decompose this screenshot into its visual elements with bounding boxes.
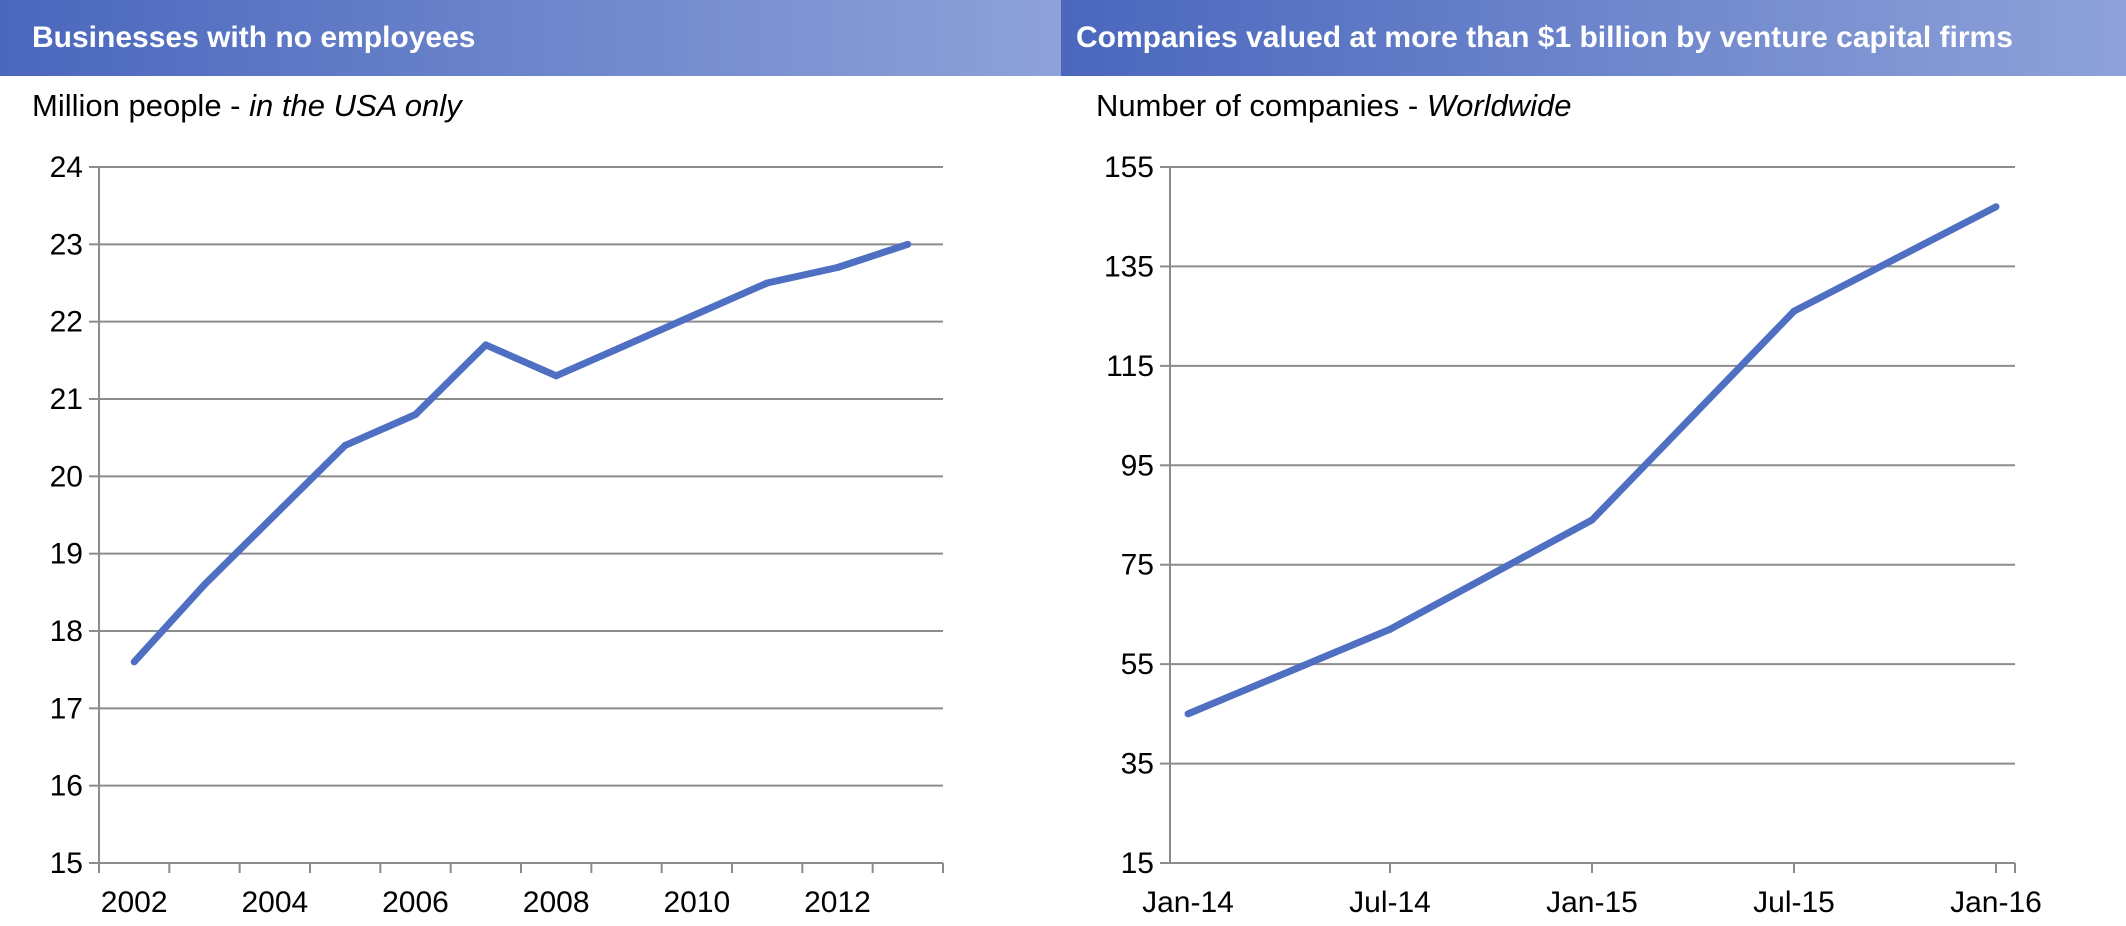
y-tick-label: 19 — [50, 538, 83, 571]
x-tick-label: 2010 — [663, 886, 730, 919]
y-tick-label: 20 — [50, 460, 83, 493]
data-point — [1386, 625, 1394, 633]
subtitle-main: Number of companies — [1096, 88, 1400, 123]
y-tick-label: 21 — [50, 383, 83, 416]
subtitle-main: Million people — [32, 88, 222, 123]
chart-title-bar: Companies valued at more than $1 billion… — [1061, 0, 2126, 76]
series-line — [131, 240, 909, 665]
data-point — [412, 410, 419, 418]
subtitle-emphasis: Worldwide — [1426, 88, 1572, 123]
x-tick-label: Jul-15 — [1753, 886, 1835, 919]
y-tick-label: 15 — [1121, 847, 1154, 880]
data-point — [130, 658, 138, 666]
y-tick-label: 23 — [50, 228, 83, 261]
y-tick-label: 17 — [50, 692, 83, 725]
data-point — [1588, 516, 1596, 524]
y-tick-label: 155 — [1104, 151, 1154, 184]
y-tick-label: 55 — [1121, 648, 1154, 681]
x-tick-label: Jan-14 — [1142, 886, 1234, 919]
chart-title: Companies valued at more than $1 billion… — [1076, 21, 2013, 54]
y-tick-label: 115 — [1106, 350, 1154, 383]
chart-subtitle: Million people - in the USA only — [32, 88, 462, 123]
data-point — [623, 341, 630, 349]
data-point — [1184, 710, 1192, 718]
y-tick-label: 135 — [1104, 250, 1154, 283]
data-point — [482, 341, 490, 349]
data-point — [341, 441, 349, 449]
data-point — [552, 372, 560, 380]
line-chart-unicorns: 15 35 55 75 95 115 135 155 Jan-14 Jul-14 Jan-15 Jul… — [1104, 151, 2042, 919]
chart-title-bar: Businesses with no employees — [0, 0, 1061, 76]
chart-subtitle: Number of companies - Worldwide — [1096, 88, 1572, 123]
chart-panel-businesses: Businesses with no employees Million peo… — [0, 0, 1061, 926]
x-tick-label: Jan-15 — [1546, 886, 1638, 919]
y-tick-label: 18 — [50, 615, 83, 648]
data-point — [904, 240, 912, 248]
y-tick-label: 35 — [1121, 748, 1154, 781]
y-tick-label: 15 — [50, 847, 83, 880]
data-point — [1790, 307, 1798, 315]
data-point — [693, 310, 701, 318]
data-point — [201, 581, 208, 589]
y-tick-label: 75 — [1121, 549, 1154, 582]
y-tick-label: 95 — [1121, 449, 1154, 482]
chart-panel-unicorns: Companies valued at more than $1 billion… — [1061, 0, 2126, 926]
x-tick-label: 2008 — [523, 886, 590, 919]
x-tick-label: 2004 — [241, 886, 308, 919]
x-tick-label: Jan-16 — [1950, 886, 2042, 919]
y-tick-label: 22 — [50, 306, 83, 339]
x-tick-label: 2006 — [382, 886, 449, 919]
data-point — [763, 279, 771, 287]
subtitle-emphasis: in the USA only — [249, 88, 462, 123]
series-line — [1186, 203, 1998, 718]
y-tick-label: 24 — [50, 151, 83, 184]
x-tick-label: Jul-14 — [1349, 886, 1431, 919]
line-chart-businesses: 15 16 17 18 19 20 21 22 23 24 2002 2004 2006 2008 2010… — [50, 151, 944, 919]
x-tick-label: 2002 — [101, 886, 168, 919]
data-point — [834, 264, 841, 272]
y-tick-label: 16 — [50, 770, 83, 803]
data-point — [271, 511, 279, 519]
x-tick-label: 2012 — [804, 886, 871, 919]
chart-title: Businesses with no employees — [32, 21, 476, 54]
data-point — [1992, 203, 2000, 211]
